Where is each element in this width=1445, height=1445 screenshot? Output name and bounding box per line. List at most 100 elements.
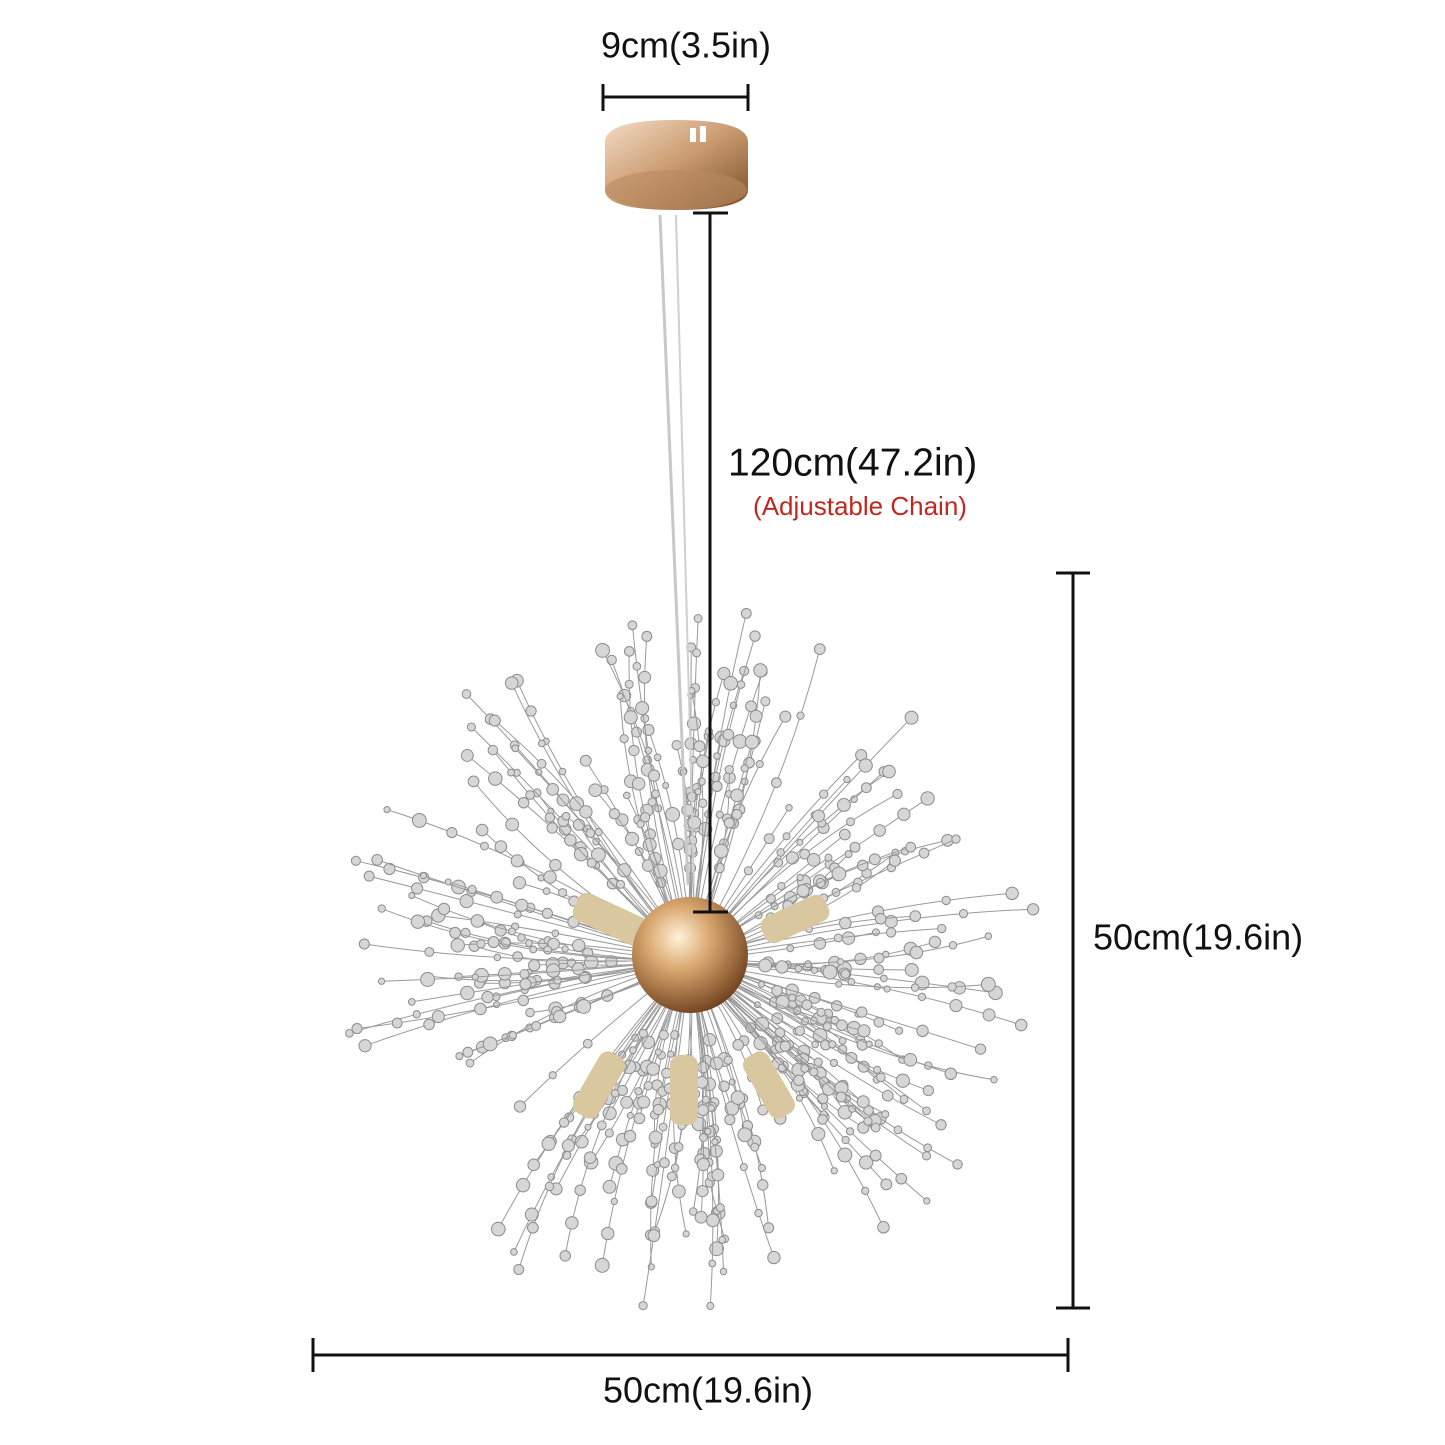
crystal-bead xyxy=(627,620,638,631)
crystal-bead xyxy=(666,1171,677,1182)
crystal-bead xyxy=(667,1050,675,1058)
crystal-bead xyxy=(881,1110,890,1119)
crystal-bead xyxy=(796,711,805,720)
crystal-bead xyxy=(857,1024,871,1038)
crystal-bead xyxy=(645,1195,658,1208)
crystal-bead xyxy=(590,847,606,863)
crystal-bead xyxy=(744,734,760,750)
crystal-bead xyxy=(586,857,597,868)
crystal-bead xyxy=(665,807,681,822)
crystal-bead xyxy=(822,1021,832,1032)
crystal-bead xyxy=(620,1095,634,1109)
crystal-bead xyxy=(794,1025,805,1037)
crystal-bead xyxy=(707,1104,716,1112)
crystal-bead xyxy=(652,1103,665,1116)
crystal-bead xyxy=(558,1117,570,1128)
crystal-bead xyxy=(830,1167,838,1175)
crystal-bead xyxy=(830,1015,839,1025)
crystal-bead xyxy=(513,910,522,919)
crystal-bead xyxy=(743,866,754,876)
crystal-bead xyxy=(858,1155,874,1170)
crystal-bead xyxy=(757,1179,769,1191)
crystal-bead xyxy=(571,962,585,976)
crystal-bead xyxy=(512,876,527,890)
crystal-bead xyxy=(670,1030,680,1040)
crystal-bead xyxy=(537,874,545,882)
crystal-bead xyxy=(904,710,919,725)
crystal-bead xyxy=(544,1181,555,1192)
crystal-bead xyxy=(786,944,795,953)
crystal-bead xyxy=(810,966,818,974)
crystal-bead xyxy=(817,1114,828,1125)
crystal-bead xyxy=(638,1028,648,1039)
crystal-bead xyxy=(796,838,804,846)
crystal-bead xyxy=(576,999,592,1014)
dimension-label: 50cm(19.6in) xyxy=(1093,917,1303,958)
crystal-bead xyxy=(702,1032,717,1047)
crystal-bead xyxy=(893,1125,903,1135)
crystal-bead xyxy=(517,797,530,809)
crystal-bead xyxy=(525,790,536,800)
crystal-bead xyxy=(836,1019,848,1032)
crystal-bead xyxy=(740,764,749,773)
crystal-bead xyxy=(487,936,500,949)
crystal-bead xyxy=(624,679,634,689)
dimension-note: (Adjustable Chain) xyxy=(753,491,967,521)
crystal-bead xyxy=(952,1159,963,1170)
crystal-bead xyxy=(407,998,416,1006)
crystal-bead xyxy=(411,812,427,828)
crystal-bead xyxy=(606,654,617,666)
crystal-bead xyxy=(753,663,768,678)
crystal-bead xyxy=(895,1073,910,1088)
crystal-bead xyxy=(596,1120,607,1131)
crystal-bead xyxy=(840,969,851,979)
crystal-bead xyxy=(552,1009,567,1024)
crystal-bead xyxy=(856,1006,868,1018)
crystal-bead xyxy=(718,1235,727,1244)
crystal-bead xyxy=(358,1039,372,1053)
crystal-bead xyxy=(541,907,553,920)
crystal-bead xyxy=(558,767,567,776)
crystal-bead xyxy=(701,1095,710,1104)
crystal-bead xyxy=(724,1114,736,1126)
crystal-bead xyxy=(698,798,708,808)
crystal-bead xyxy=(813,1057,823,1067)
crystal-bead xyxy=(634,1087,643,1096)
crystal-bead xyxy=(513,1100,527,1113)
crystal-bead xyxy=(459,894,474,909)
crystal-bead xyxy=(653,1161,661,1169)
crystal-bead xyxy=(873,1065,882,1074)
crystal-bead xyxy=(572,938,586,953)
crystal-bead xyxy=(610,1088,620,1098)
crystal-bead xyxy=(658,1122,668,1132)
crystal-bead xyxy=(737,1127,753,1143)
crystal-bead xyxy=(909,910,922,923)
crystal-bead xyxy=(811,1126,826,1142)
crystal-bead xyxy=(809,1067,819,1077)
crystal-bead xyxy=(904,962,919,977)
crystal-bead xyxy=(974,1043,987,1055)
crystal-bead xyxy=(583,1151,597,1164)
crystal-bead xyxy=(858,758,873,773)
crystal-bead xyxy=(696,1157,710,1172)
crystal-bead xyxy=(626,1112,634,1120)
crystal-bead xyxy=(799,848,811,860)
crystal-bead xyxy=(693,614,703,623)
crystal-bead xyxy=(548,1071,557,1080)
crystal-bead xyxy=(610,1197,618,1206)
crystal-bead xyxy=(377,977,386,985)
crystal-bead xyxy=(671,739,682,751)
crystal-bead xyxy=(711,1168,725,1182)
crystal-bead xyxy=(923,1197,931,1205)
crystal-bead xyxy=(860,782,872,794)
crystal-bead xyxy=(788,993,797,1002)
crystal-bead xyxy=(410,914,426,929)
crystal-bead xyxy=(877,1220,890,1234)
crystal-bead xyxy=(841,1135,850,1145)
crystal-bead xyxy=(584,1123,592,1131)
crystal-bead xyxy=(816,1007,826,1017)
crystal-bead xyxy=(467,884,477,895)
crystal-bead xyxy=(873,964,884,975)
crystal-bead xyxy=(1014,1018,1028,1032)
crystal-bead xyxy=(736,680,746,689)
